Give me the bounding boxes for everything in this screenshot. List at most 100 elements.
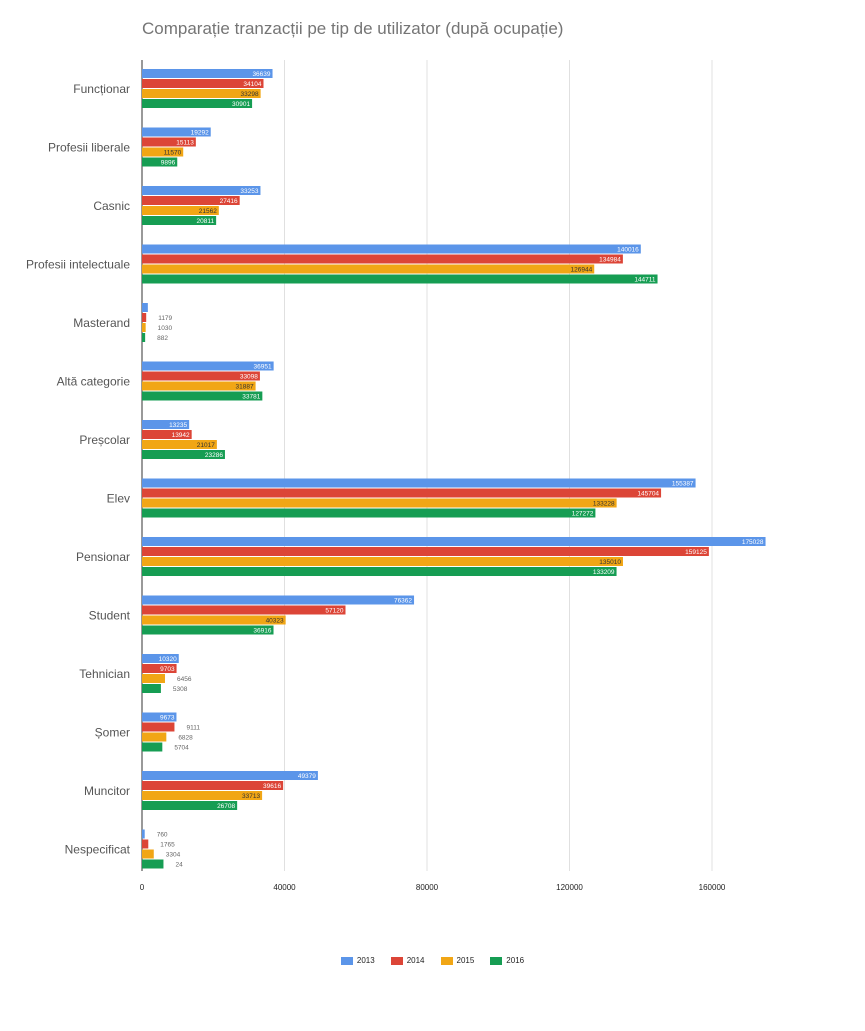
bar-2014 bbox=[142, 137, 196, 147]
data-label: 6828 bbox=[178, 735, 193, 742]
legend-item-2016[interactable]: 2016 bbox=[490, 956, 524, 965]
data-label: 1030 bbox=[158, 325, 173, 332]
bar-2014 bbox=[142, 254, 623, 264]
legend-label: 2015 bbox=[456, 956, 475, 965]
bar-2015 bbox=[142, 89, 261, 98]
data-label: 24 bbox=[175, 862, 183, 869]
bar-2014 bbox=[142, 839, 149, 849]
bar-2016 bbox=[142, 333, 146, 342]
data-label: 21562 bbox=[199, 208, 217, 215]
bar-2014 bbox=[142, 488, 662, 498]
data-label: 11570 bbox=[164, 150, 182, 157]
category-label: Pensionar bbox=[76, 550, 130, 564]
bar-2016 bbox=[142, 99, 253, 108]
category-label: Muncitor bbox=[84, 784, 130, 798]
category-label: Nespecificat bbox=[65, 843, 131, 857]
bar-2013 bbox=[142, 829, 145, 839]
data-label: 145704 bbox=[637, 491, 659, 498]
data-label: 15113 bbox=[176, 140, 194, 147]
bar-2014 bbox=[142, 430, 192, 439]
data-label: 9673 bbox=[160, 715, 175, 722]
legend-item-2015[interactable]: 2015 bbox=[440, 956, 475, 965]
category-label: Profesii liberale bbox=[48, 141, 130, 155]
bar-2013 bbox=[142, 478, 696, 488]
data-label: 127272 bbox=[572, 511, 594, 518]
category-label: Altă categorie bbox=[57, 375, 131, 389]
bar-2014 bbox=[142, 547, 709, 556]
bar-2014 bbox=[142, 722, 175, 732]
bar-2016 bbox=[142, 567, 617, 576]
data-label: 27416 bbox=[220, 198, 238, 205]
category-label: Funcționar bbox=[73, 82, 130, 96]
data-label: 19292 bbox=[191, 130, 209, 137]
legend-item-2014[interactable]: 2014 bbox=[390, 956, 425, 965]
data-label: 33713 bbox=[242, 793, 260, 800]
bar-2013 bbox=[142, 244, 641, 254]
bar-2015 bbox=[142, 147, 184, 157]
bar-2016 bbox=[142, 391, 263, 401]
bar-2015 bbox=[142, 557, 623, 566]
data-label: 126944 bbox=[571, 267, 593, 274]
bar-2013 bbox=[142, 127, 211, 137]
data-label: 9703 bbox=[160, 666, 175, 673]
data-label: 155387 bbox=[672, 481, 694, 488]
category-label: Casnic bbox=[93, 199, 130, 213]
data-label: 57120 bbox=[325, 608, 343, 615]
legend-label: 2016 bbox=[506, 956, 525, 965]
x-tick-label: 0 bbox=[140, 883, 145, 892]
bar-2013 bbox=[142, 361, 274, 371]
data-label: 1179 bbox=[158, 315, 172, 322]
data-label: 33253 bbox=[240, 188, 258, 195]
bar-2015 bbox=[142, 440, 217, 449]
bar-2014 bbox=[142, 79, 264, 88]
data-label: 133228 bbox=[593, 501, 615, 508]
legend-label: 2013 bbox=[356, 956, 375, 965]
bar-2015 bbox=[142, 381, 256, 391]
x-tick-label: 40000 bbox=[273, 883, 296, 892]
category-label: Student bbox=[89, 609, 131, 623]
legend-item-2013[interactable]: 2013 bbox=[340, 956, 375, 965]
data-label: 34104 bbox=[243, 81, 261, 88]
data-label: 33098 bbox=[240, 374, 258, 381]
data-label: 36916 bbox=[253, 628, 271, 635]
bar-2014 bbox=[142, 196, 240, 205]
chart-title: Comparație tranzacții pe tip de utilizat… bbox=[142, 19, 564, 38]
data-label: 76362 bbox=[394, 598, 412, 605]
bar-2016 bbox=[142, 859, 164, 869]
bar-2013 bbox=[142, 712, 177, 722]
bar-2015 bbox=[142, 615, 286, 625]
bar-2013 bbox=[142, 595, 415, 605]
bar-2015 bbox=[142, 323, 146, 332]
data-label: 21017 bbox=[197, 442, 215, 449]
bar-2013 bbox=[142, 186, 261, 195]
data-label: 1765 bbox=[160, 842, 175, 849]
bar-2016 bbox=[142, 450, 225, 459]
bar-2013 bbox=[142, 420, 190, 429]
bar-2015 bbox=[142, 206, 219, 215]
bar-2016 bbox=[142, 508, 596, 518]
bar-2013 bbox=[142, 303, 148, 312]
bar-2016 bbox=[142, 801, 238, 810]
category-label: Șomer bbox=[95, 726, 130, 740]
bar-2015 bbox=[142, 732, 167, 742]
data-label: 175028 bbox=[742, 539, 764, 546]
legend-label: 2014 bbox=[406, 956, 425, 965]
bar-2013 bbox=[142, 654, 179, 663]
bar-2015 bbox=[142, 849, 154, 859]
bar-2016 bbox=[142, 216, 217, 225]
data-label: 134984 bbox=[599, 257, 621, 264]
bar-2015 bbox=[142, 791, 263, 800]
data-label: 9111 bbox=[186, 725, 200, 732]
bar-2014 bbox=[142, 664, 177, 673]
data-label: 36951 bbox=[254, 364, 272, 371]
bar-2014 bbox=[142, 605, 346, 615]
legend-swatch bbox=[340, 956, 353, 965]
data-label: 140016 bbox=[617, 247, 639, 254]
bar-2016 bbox=[142, 274, 658, 284]
data-label: 5308 bbox=[173, 686, 188, 693]
bar-2016 bbox=[142, 742, 163, 752]
data-label: 13942 bbox=[172, 432, 190, 439]
data-label: 135010 bbox=[599, 559, 621, 566]
bar-2015 bbox=[142, 674, 165, 683]
data-label: 39616 bbox=[263, 783, 281, 790]
